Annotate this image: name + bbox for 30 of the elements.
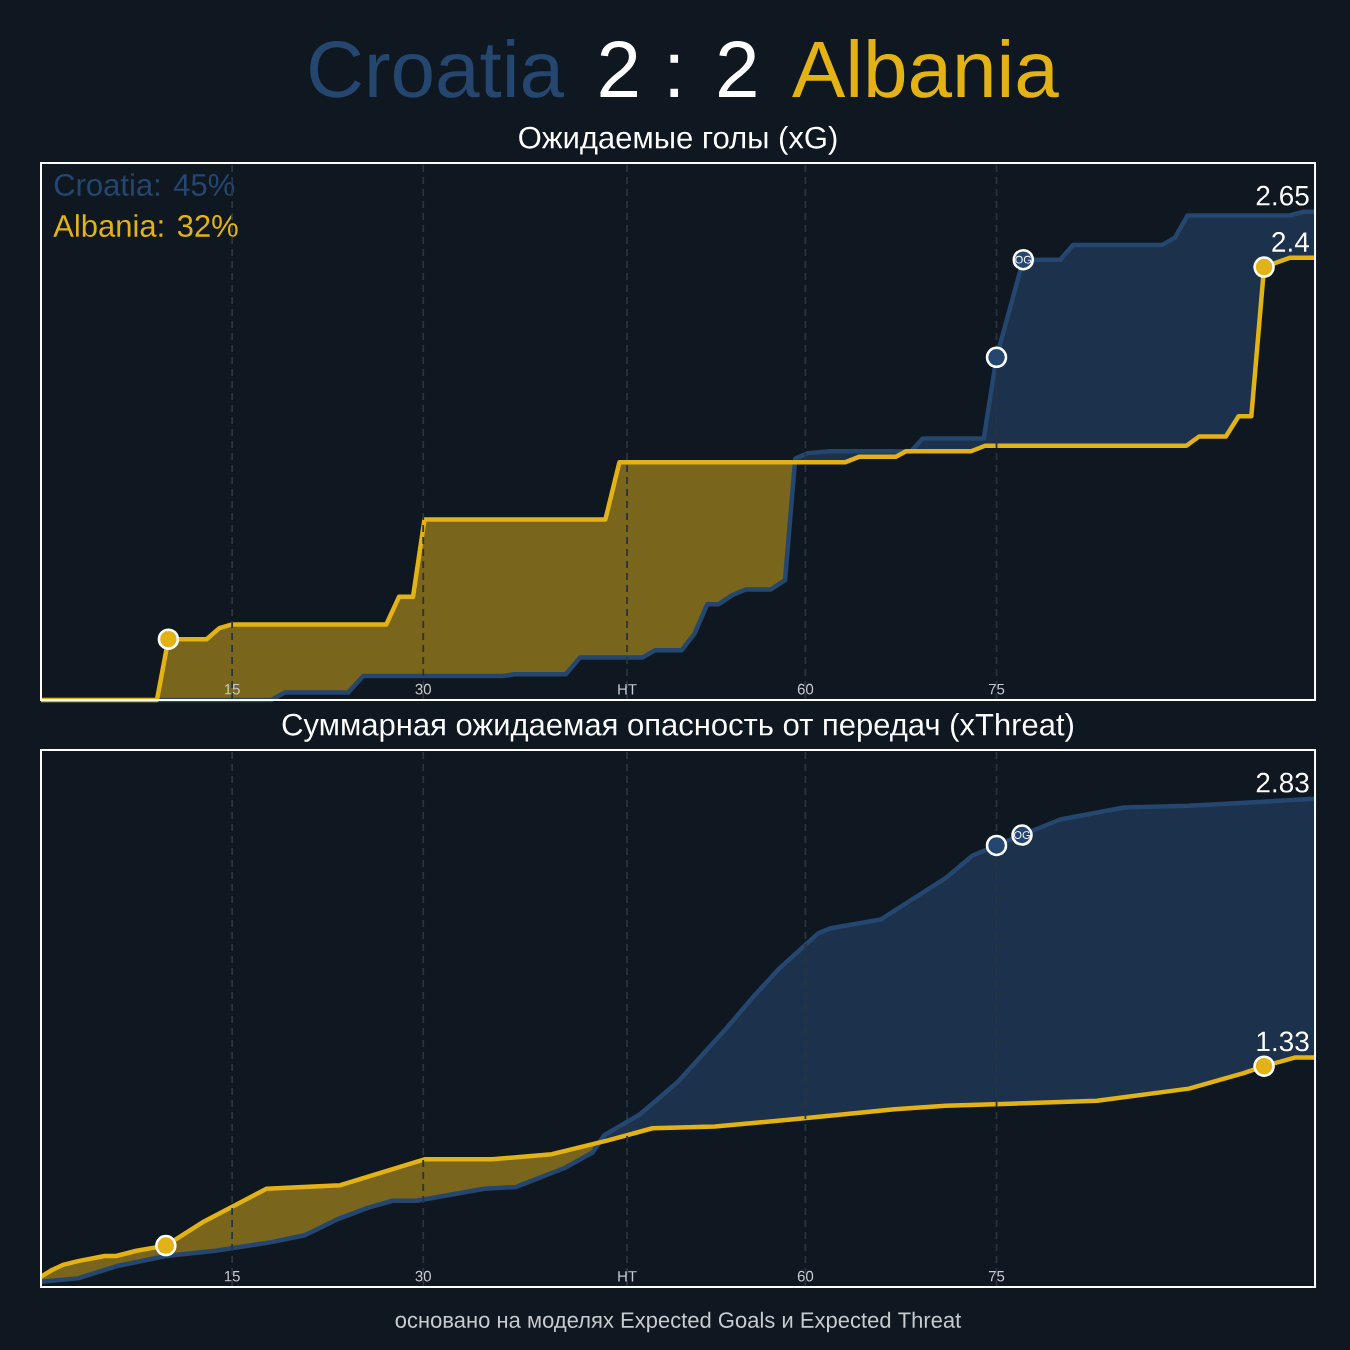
point (1253, 1055, 1275, 1077)
point (1253, 256, 1275, 278)
text: Albania: 32% (53, 214, 238, 237)
x-tick-label: 30 (415, 1270, 431, 1282)
text: Croatia: 45% (54, 173, 235, 196)
text: 2 : 2 (600, 41, 756, 97)
annotation: OG (1015, 255, 1032, 264)
x-tick-label: HT (618, 684, 637, 695)
chart-title: Суммарная ожидаемая опасность от передач (xThreat) (282, 712, 1073, 742)
x-tick-label: HT (618, 1271, 637, 1282)
chart-title: Ожидаемые голы (xG) (519, 125, 837, 155)
x-tick-label: 60 (797, 683, 814, 695)
data-label: 1.33 (1257, 1031, 1309, 1052)
x-tick-label: 60 (797, 1270, 814, 1282)
x-tick-label: 30 (415, 683, 431, 695)
data-label: 2.65 (1256, 185, 1309, 206)
point (157, 628, 180, 650)
annotation: OG (1013, 831, 1030, 839)
x-tick-label: 75 (988, 684, 1005, 695)
data-label: 2.83 (1256, 772, 1309, 793)
point (985, 834, 1008, 857)
category-label: Croatia (310, 39, 565, 98)
x-tick-label: 15 (224, 684, 240, 695)
data-label: 2.4 (1272, 232, 1310, 252)
point (155, 1234, 177, 1257)
category-label: Albania (792, 39, 1059, 98)
x-tick-label: 15 (224, 1271, 240, 1282)
text: основано на моделях Expected Goals и Expected Threat (395, 1311, 962, 1333)
point (985, 346, 1008, 369)
x-tick-label: 75 (988, 1271, 1005, 1282)
